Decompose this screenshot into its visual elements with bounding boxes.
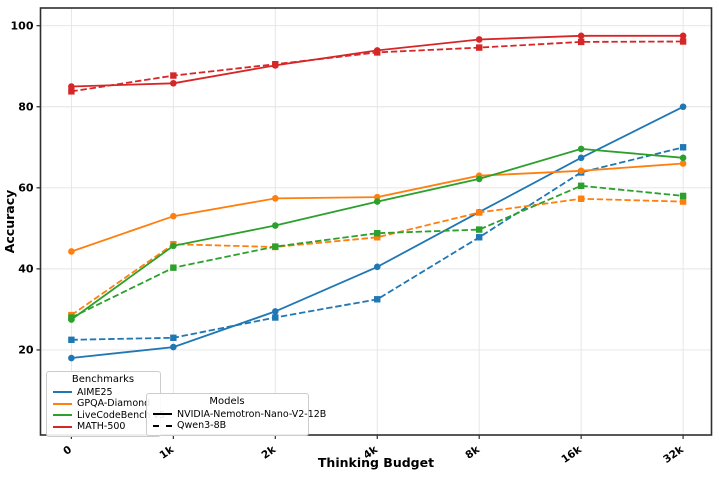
data-point-square [170,334,177,341]
data-point-square [170,264,177,271]
data-point-square [679,198,687,205]
y-tick-label: 20 [18,344,34,357]
benchmarks-legend-title: Benchmarks [71,374,135,385]
legend-entry: AIME25 [53,387,153,399]
data-point-circle [373,263,381,271]
benchmarks-legend-entries: AIME25 GPQA-Diamond LiveCodeBench v5 MATH-5… [53,387,165,433]
data-point-square [679,38,687,45]
legend-entry-label: AIME25 [77,386,113,398]
data-point-circle [679,160,687,167]
data-point-square [374,230,381,237]
data-point-circle [475,175,483,183]
data-point-circle [170,212,177,220]
data-point-circle [679,32,687,40]
legend-entry: NVIDIA-Nemotron-Nano-V2-12B [153,409,326,421]
plot-border [39,7,713,436]
legend-color-line [53,391,72,394]
y-tick-label: 100 [11,20,34,33]
legend-entry-label: MATH-500 [77,421,126,432]
data-point-circle [68,354,75,362]
data-point-circle [577,154,585,162]
data-point-circle [68,248,75,255]
data-point-square [374,234,381,241]
data-point-square [476,44,483,51]
data-point-square [374,296,381,303]
data-point-square [476,209,483,216]
data-point-circle [577,32,585,40]
data-point-circle [475,36,483,43]
data-point-square [68,88,75,95]
data-point-circle [577,167,585,175]
data-point-square [272,61,279,68]
data-point-square [170,72,177,79]
data-point-square [577,38,585,46]
legend-entry-label: Qwen3-8B [177,420,227,431]
data-point-circle [170,242,177,250]
data-point-circle [170,79,177,87]
data-point-square [577,182,585,189]
models-legend-title: Models [209,396,245,407]
data-point-circle [577,145,585,153]
legend-color-line [53,414,72,417]
legend-entry-label: GPQA-Diamond [77,398,151,409]
data-point-square [577,195,585,202]
benchmarks-legend: Benchmarks AIME25 GPQA-Diamond LiveCodeBen… [46,371,165,437]
legend-entry: GPQA-Diamond [53,398,153,410]
legend-entry-label: LiveCodeBench v5 [77,409,166,421]
legend-entry: LiveCodeBench v5 [53,410,165,422]
data-point-square [68,336,75,344]
y-tick-label: 80 [18,101,34,114]
y-tick-label: 40 [18,263,34,276]
data-point-square [679,192,687,200]
models-legend-entries: NVIDIA-Nemotron-Nano-V2-12B Qwen3-8B [153,409,326,432]
data-point-circle [68,83,75,90]
legend-solid-line [153,413,172,416]
data-point-square [476,234,483,241]
x-axis-title: Thinking Budget [318,455,434,470]
y-tick-label: 60 [18,182,34,195]
data-point-square [68,314,75,321]
models-legend: Models NVIDIA-Nemotron-Nano-V2-12B Qwen3-… [146,393,326,436]
data-point-square [679,144,687,151]
legend-dashed-line [153,424,172,427]
data-point-square [272,243,279,250]
legend-color-line [53,425,72,428]
data-point-circle [679,103,687,111]
legend-entry-label: NVIDIA-Nemotron-Nano-V2-12B [177,408,327,420]
data-point-circle [272,308,279,315]
data-point-circle [272,195,279,202]
data-point-square [374,49,381,56]
legend-entry: MATH-500 [53,421,153,433]
data-point-circle [272,222,279,229]
data-point-circle [170,343,177,351]
data-point-square [272,314,279,321]
data-point-circle [373,198,381,205]
legend-entry: Qwen3-8B [153,420,301,432]
y-axis-title: Accuracy [2,190,17,254]
data-point-circle [679,154,687,162]
legend-color-line [53,402,72,405]
data-point-square [476,226,483,233]
